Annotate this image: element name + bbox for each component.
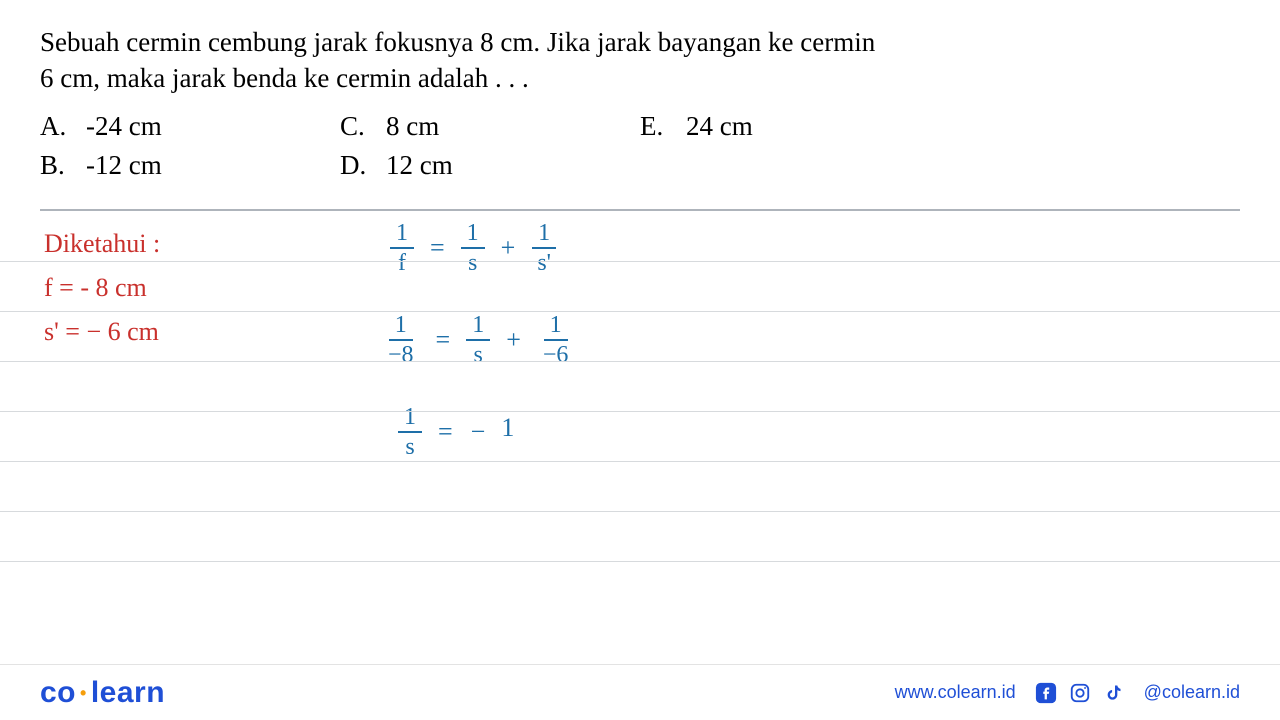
option-a[interactable]: A. -24 cm bbox=[40, 111, 320, 142]
question-area: Sebuah cermin cembung jarak fokusnya 8 c… bbox=[0, 0, 1280, 181]
fraction-den: s' bbox=[531, 249, 557, 275]
option-c[interactable]: C. 8 cm bbox=[340, 111, 620, 142]
option-e[interactable]: E. 24 cm bbox=[640, 111, 920, 142]
fraction-den: −6 bbox=[537, 341, 575, 367]
option-letter: C. bbox=[340, 111, 368, 142]
options-grid: A. -24 cm C. 8 cm E. 24 cm B. -12 cm D. … bbox=[40, 111, 1240, 181]
plus-sign: + bbox=[504, 325, 523, 355]
ruled-line bbox=[0, 261, 1280, 262]
fraction: 1 −6 bbox=[537, 313, 575, 367]
partial-term: 1 bbox=[501, 413, 514, 443]
ruled-line bbox=[0, 461, 1280, 462]
question-line-2: 6 cm, maka jarak benda ke cermin adalah … bbox=[40, 60, 1240, 96]
fraction-den: f bbox=[392, 249, 412, 275]
fraction-num: 1 bbox=[532, 221, 556, 249]
logo-learn: learn bbox=[91, 676, 165, 709]
fraction-den: s bbox=[399, 433, 420, 459]
fraction: 1 s bbox=[466, 313, 490, 367]
plus-sign: + bbox=[499, 233, 518, 263]
fraction: 1 −8 bbox=[382, 313, 420, 367]
option-text: 24 cm bbox=[686, 111, 753, 142]
instagram-icon[interactable] bbox=[1068, 681, 1092, 705]
fraction-num: 1 bbox=[398, 405, 422, 433]
fraction: 1 f bbox=[390, 221, 414, 275]
fraction: 1 s bbox=[461, 221, 485, 275]
known-sprime: s' = − 6 cm bbox=[44, 317, 159, 347]
minus-sign: − bbox=[469, 417, 488, 447]
equals-sign: = bbox=[436, 417, 455, 447]
option-text: -24 cm bbox=[86, 111, 162, 142]
equation-row-3: 1 s = − 1 bbox=[398, 405, 514, 459]
brand-logo: co•learn bbox=[40, 676, 165, 710]
fraction-num: 1 bbox=[461, 221, 485, 249]
question-line-1: Sebuah cermin cembung jarak fokusnya 8 c… bbox=[40, 24, 1240, 60]
ruled-line bbox=[0, 361, 1280, 362]
social-handle[interactable]: @colearn.id bbox=[1144, 682, 1240, 703]
equals-sign: = bbox=[428, 233, 447, 263]
logo-co: co bbox=[40, 676, 76, 709]
option-letter: B. bbox=[40, 150, 68, 181]
option-text: 8 cm bbox=[386, 111, 439, 142]
ruled-line bbox=[0, 511, 1280, 512]
option-letter: A. bbox=[40, 111, 68, 142]
ruled-line bbox=[0, 311, 1280, 312]
facebook-icon[interactable] bbox=[1034, 681, 1058, 705]
equals-sign: = bbox=[434, 325, 453, 355]
option-text: -12 cm bbox=[86, 150, 162, 181]
fraction-num: 1 bbox=[389, 313, 413, 341]
option-b[interactable]: B. -12 cm bbox=[40, 150, 320, 181]
ruled-line bbox=[0, 411, 1280, 412]
fraction-num: 1 bbox=[390, 221, 414, 249]
option-d[interactable]: D. 12 cm bbox=[340, 150, 620, 181]
option-letter: D. bbox=[340, 150, 368, 181]
tiktok-icon[interactable] bbox=[1102, 681, 1126, 705]
footer: co•learn www.colearn.id @colearn.id bbox=[0, 664, 1280, 720]
fraction-num: 1 bbox=[466, 313, 490, 341]
option-letter: E. bbox=[640, 111, 668, 142]
divider bbox=[40, 209, 1240, 211]
fraction-num: 1 bbox=[544, 313, 568, 341]
social-icons bbox=[1034, 681, 1126, 705]
known-title: Diketahui : bbox=[44, 229, 160, 259]
fraction: 1 s' bbox=[531, 221, 557, 275]
logo-dot-icon: • bbox=[76, 683, 91, 703]
option-text: 12 cm bbox=[386, 150, 453, 181]
equation-row-2: 1 −8 = 1 s + 1 −6 bbox=[382, 313, 574, 367]
fraction-den: s bbox=[462, 249, 483, 275]
website-link[interactable]: www.colearn.id bbox=[895, 682, 1016, 703]
fraction-den: −8 bbox=[382, 341, 420, 367]
worksheet-area: Diketahui : f = - 8 cm s' = − 6 cm 1 f =… bbox=[0, 221, 1280, 601]
equation-row-1: 1 f = 1 s + 1 s' bbox=[390, 221, 557, 275]
fraction: 1 s bbox=[398, 405, 422, 459]
ruled-line bbox=[0, 561, 1280, 562]
known-f: f = - 8 cm bbox=[44, 273, 147, 303]
footer-right: www.colearn.id @colearn.id bbox=[895, 681, 1240, 705]
fraction-den: s bbox=[468, 341, 489, 367]
